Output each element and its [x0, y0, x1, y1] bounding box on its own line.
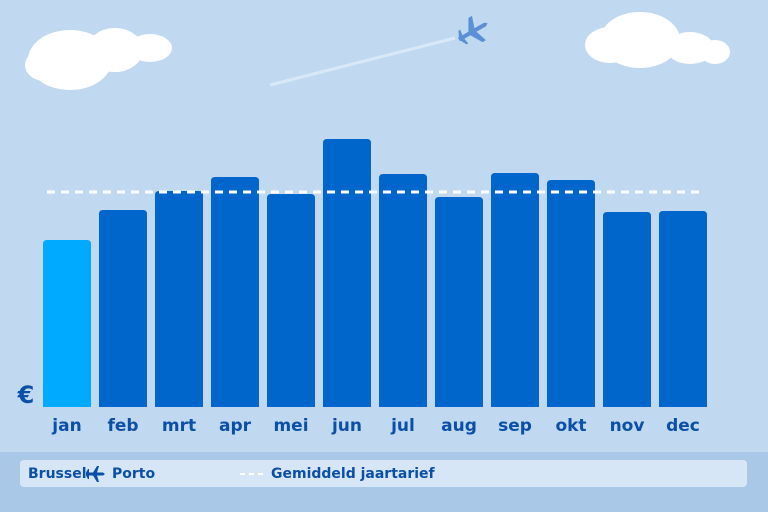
bar [659, 211, 707, 407]
legend-from: Brussel [28, 466, 87, 482]
plane-icon [458, 15, 488, 45]
x-tick-label: sep [498, 416, 532, 436]
cloud [585, 12, 730, 68]
x-tick-label: okt [555, 416, 586, 436]
bar [155, 191, 203, 407]
x-tick-label: dec [666, 416, 700, 436]
legend [20, 460, 747, 487]
legend-to: Porto [112, 466, 155, 482]
x-tick-label: apr [219, 416, 252, 436]
x-tick-label: feb [107, 416, 138, 436]
x-tick-label: nov [610, 416, 645, 436]
legend-average: Gemiddeld jaartarief [271, 466, 436, 482]
bar [211, 177, 259, 407]
bar [323, 139, 371, 407]
bar [99, 210, 147, 407]
bar [379, 174, 427, 407]
bar [603, 212, 651, 407]
x-tick-label: jul [390, 416, 415, 436]
cloud [25, 28, 172, 90]
x-tick-label: jun [331, 416, 362, 436]
x-tick-label: jan [51, 416, 81, 436]
bar [435, 197, 483, 407]
bar [43, 240, 91, 407]
currency-symbol: € [17, 381, 35, 409]
bar [491, 173, 539, 407]
x-tick-label: mrt [162, 416, 196, 436]
bar [267, 194, 315, 407]
x-tick-label: aug [441, 416, 477, 436]
contrail [269, 36, 456, 87]
x-tick-label: mei [273, 416, 308, 436]
legend-plane-icon [86, 466, 105, 482]
bar [547, 180, 595, 407]
